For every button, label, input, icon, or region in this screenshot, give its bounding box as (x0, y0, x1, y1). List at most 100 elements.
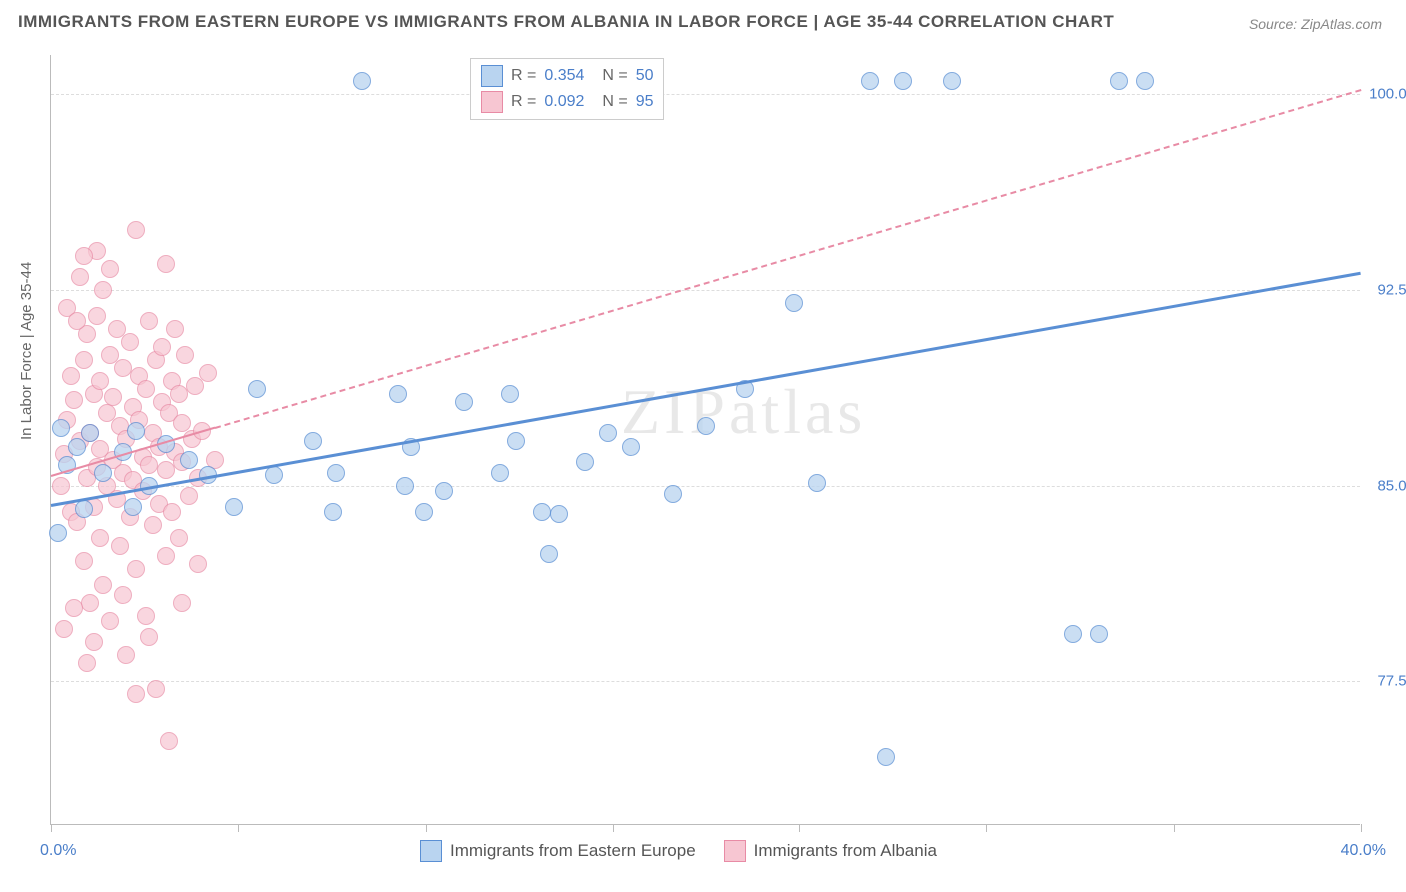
data-point (501, 385, 519, 403)
data-point (114, 586, 132, 604)
data-point (550, 505, 568, 523)
data-point (81, 594, 99, 612)
swatch-series-2 (724, 840, 746, 862)
data-point (697, 417, 715, 435)
data-point (324, 503, 342, 521)
data-point (62, 367, 80, 385)
data-point (55, 620, 73, 638)
data-point (389, 385, 407, 403)
data-point (124, 498, 142, 516)
data-point (147, 680, 165, 698)
x-axis-max-label: 40.0% (1341, 842, 1386, 860)
legend-row-series-1: R = 0.354 N = 50 (481, 63, 653, 89)
data-point (353, 72, 371, 90)
data-point (180, 487, 198, 505)
data-point (225, 498, 243, 516)
y-tick-label: 92.5% (1364, 281, 1406, 298)
source-attribution: Source: ZipAtlas.com (1249, 16, 1382, 32)
data-point (507, 432, 525, 450)
chart-title: IMMIGRANTS FROM EASTERN EUROPE VS IMMIGR… (18, 12, 1114, 32)
data-point (170, 529, 188, 547)
data-point (68, 312, 86, 330)
grid-line (51, 290, 1360, 291)
data-point (163, 503, 181, 521)
data-point (189, 555, 207, 573)
data-point (160, 732, 178, 750)
y-tick-label: 77.5% (1364, 673, 1406, 690)
x-tick (426, 824, 427, 832)
n-label: N = (602, 67, 627, 85)
x-tick (1361, 824, 1362, 832)
data-point (65, 599, 83, 617)
data-point (248, 380, 266, 398)
y-axis-title: In Labor Force | Age 35-44 (18, 262, 35, 440)
data-point (94, 576, 112, 594)
data-point (75, 351, 93, 369)
data-point (166, 320, 184, 338)
y-tick-label: 85.0% (1364, 477, 1406, 494)
series-2-name: Immigrants from Albania (754, 841, 937, 861)
x-tick (799, 824, 800, 832)
data-point (91, 529, 109, 547)
legend-item-series-1: Immigrants from Eastern Europe (420, 840, 696, 862)
y-tick-label: 100.0% (1364, 86, 1406, 103)
n-value-series-1: 50 (636, 67, 654, 85)
data-point (75, 247, 93, 265)
data-point (1064, 625, 1082, 643)
data-point (52, 419, 70, 437)
data-point (785, 294, 803, 312)
data-point (157, 547, 175, 565)
data-point (533, 503, 551, 521)
data-point (127, 685, 145, 703)
data-point (127, 221, 145, 239)
data-point (121, 333, 139, 351)
data-point (599, 424, 617, 442)
data-point (153, 338, 171, 356)
data-point (491, 464, 509, 482)
data-point (111, 537, 129, 555)
data-point (435, 482, 453, 500)
data-point (81, 424, 99, 442)
data-point (104, 388, 122, 406)
data-point (173, 594, 191, 612)
data-point (861, 72, 879, 90)
data-point (88, 307, 106, 325)
swatch-series-2 (481, 91, 503, 113)
data-point (622, 438, 640, 456)
data-point (94, 464, 112, 482)
data-point (808, 474, 826, 492)
data-point (894, 72, 912, 90)
r-value-series-1: 0.354 (544, 67, 594, 85)
data-point (85, 633, 103, 651)
data-point (114, 359, 132, 377)
data-point (1090, 625, 1108, 643)
data-point (157, 255, 175, 273)
data-point (415, 503, 433, 521)
series-1-name: Immigrants from Eastern Europe (450, 841, 696, 861)
data-point (52, 477, 70, 495)
data-point (127, 560, 145, 578)
data-point (144, 516, 162, 534)
plot-area: ZIPatlas 77.5%85.0%92.5%100.0% (50, 55, 1360, 825)
data-point (91, 372, 109, 390)
trend-line (214, 89, 1361, 429)
x-axis-min-label: 0.0% (40, 842, 76, 860)
legend-item-series-2: Immigrants from Albania (724, 840, 937, 862)
data-point (49, 524, 67, 542)
data-point (265, 466, 283, 484)
data-point (943, 72, 961, 90)
data-point (65, 391, 83, 409)
correlation-legend: R = 0.354 N = 50 R = 0.092 N = 95 (470, 58, 664, 120)
data-point (75, 552, 93, 570)
data-point (140, 312, 158, 330)
n-label: N = (602, 93, 627, 111)
data-point (94, 281, 112, 299)
data-point (1136, 72, 1154, 90)
x-tick (51, 824, 52, 832)
x-tick (613, 824, 614, 832)
grid-line (51, 681, 1360, 682)
data-point (101, 612, 119, 630)
data-point (180, 451, 198, 469)
data-point (455, 393, 473, 411)
data-point (137, 607, 155, 625)
